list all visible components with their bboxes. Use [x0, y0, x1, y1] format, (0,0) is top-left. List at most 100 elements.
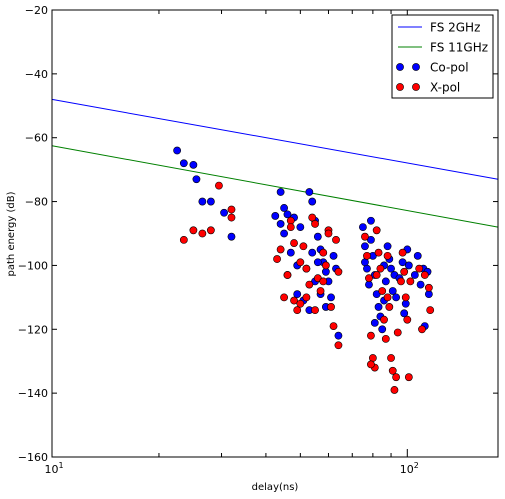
- data-point-x-pol: [380, 315, 388, 324]
- legend-marker-x-pol-a: [396, 83, 404, 91]
- data-point-x-pol: [296, 258, 305, 267]
- data-point-x-pol: [361, 232, 369, 241]
- x-tick-label: 101: [44, 461, 63, 476]
- data-point-x-pol: [363, 251, 371, 260]
- data-point-x-pol: [334, 341, 343, 350]
- series-line-fs-2ghz: [51, 98, 499, 180]
- legend-marker-co-pol-b: [412, 63, 420, 71]
- lines-layer: [51, 98, 499, 228]
- data-point-x-pol: [324, 229, 333, 238]
- data-point-x-pol: [299, 242, 308, 251]
- data-point-co-pol: [392, 293, 400, 302]
- data-point-x-pol: [290, 296, 298, 305]
- data-point-x-pol: [305, 280, 314, 289]
- data-point-x-pol: [311, 306, 319, 315]
- y-tick-label: −40: [25, 68, 48, 81]
- data-point-x-pol: [372, 226, 381, 235]
- y-tick-label: −80: [25, 196, 48, 209]
- data-point-x-pol: [198, 229, 207, 238]
- data-point-co-pol: [383, 242, 392, 251]
- data-point-x-pol: [376, 264, 385, 273]
- data-point-co-pol: [367, 216, 375, 225]
- points-layer: [173, 146, 435, 394]
- data-point-co-pol: [206, 197, 215, 206]
- data-point-co-pol: [276, 220, 285, 228]
- y-axis: −160 −140 −120 −100 −80 −60 −40 −20: [18, 4, 498, 464]
- y-axis-label: path energy (dB): [6, 191, 17, 276]
- y-tick-label: −100: [18, 259, 48, 272]
- data-point-co-pol: [404, 261, 413, 270]
- series-line-fs-11ghz: [51, 145, 499, 228]
- data-point-x-pol: [415, 264, 424, 273]
- data-point-x-pol: [290, 239, 298, 247]
- data-point-co-pol: [361, 242, 369, 251]
- legend-marker-co-pol-a: [396, 63, 404, 71]
- data-point-x-pol: [296, 299, 305, 308]
- data-point-co-pol: [313, 258, 322, 267]
- data-point-x-pol: [388, 366, 397, 375]
- legend-box: [391, 14, 494, 99]
- data-point-co-pol: [179, 159, 188, 168]
- data-point-x-pol: [393, 328, 402, 337]
- data-point-x-pol: [420, 271, 429, 279]
- data-point-x-pol: [227, 205, 236, 214]
- data-point-x-pol: [321, 261, 330, 270]
- data-point-co-pol: [305, 188, 314, 196]
- data-point-x-pol: [276, 245, 285, 254]
- data-point-co-pol: [296, 223, 305, 232]
- x-axis: 101 102: [44, 10, 419, 476]
- data-point-co-pol: [227, 232, 236, 241]
- data-point-co-pol: [378, 325, 387, 334]
- data-point-x-pol: [319, 248, 328, 257]
- data-point-co-pol: [280, 229, 288, 238]
- y-tick-label: −120: [18, 323, 48, 336]
- data-point-x-pol: [372, 271, 381, 279]
- y-tick-label: −20: [25, 4, 48, 17]
- data-point-x-pol: [189, 226, 198, 235]
- data-point-x-pol: [385, 303, 394, 311]
- data-point-co-pol: [198, 197, 207, 206]
- data-point-co-pol: [400, 309, 409, 318]
- data-point-co-pol: [416, 280, 425, 289]
- data-point-x-pol: [390, 386, 399, 394]
- data-point-co-pol: [327, 293, 335, 302]
- data-point-x-pol: [418, 325, 426, 334]
- legend-marker-x-pol-b: [412, 83, 420, 91]
- data-point-x-pol: [311, 220, 319, 228]
- legend: FS 2GHz FS 11GHz Co-pol X-pol: [391, 14, 494, 99]
- data-point-x-pol: [308, 213, 317, 222]
- data-point-co-pol: [413, 251, 422, 260]
- data-point-co-pol: [329, 251, 338, 260]
- data-point-x-pol: [316, 287, 325, 295]
- data-point-co-pol: [308, 248, 317, 257]
- data-point-x-pol: [424, 283, 433, 292]
- data-point-x-pol: [327, 303, 335, 311]
- data-point-x-pol: [406, 277, 415, 286]
- data-point-x-pol: [179, 235, 188, 244]
- data-point-co-pol: [271, 212, 280, 220]
- data-point-co-pol: [359, 223, 367, 232]
- legend-label-fs-11ghz: FS 11GHz: [430, 41, 488, 55]
- data-point-co-pol: [410, 271, 419, 279]
- data-point-x-pol: [293, 306, 302, 315]
- data-point-co-pol: [173, 146, 182, 155]
- data-point-co-pol: [280, 204, 288, 212]
- y-tick-label: −60: [25, 132, 48, 145]
- data-point-x-pol: [383, 251, 392, 260]
- data-point-co-pol: [276, 188, 285, 196]
- data-point-x-pol: [286, 223, 295, 232]
- data-point-x-pol: [403, 315, 412, 324]
- data-point-co-pol: [189, 160, 198, 169]
- data-point-co-pol: [398, 258, 407, 267]
- data-point-x-pol: [280, 293, 288, 302]
- data-point-x-pol: [426, 306, 435, 315]
- data-point-x-pol: [374, 248, 383, 257]
- legend-label-fs-2ghz: FS 2GHz: [430, 21, 480, 35]
- data-point-x-pol: [378, 287, 387, 295]
- x-tick-label: 102: [400, 461, 419, 476]
- data-point-x-pol: [383, 293, 392, 302]
- data-point-x-pol: [283, 271, 292, 279]
- data-point-x-pol: [273, 255, 281, 263]
- data-point-x-pol: [206, 226, 215, 235]
